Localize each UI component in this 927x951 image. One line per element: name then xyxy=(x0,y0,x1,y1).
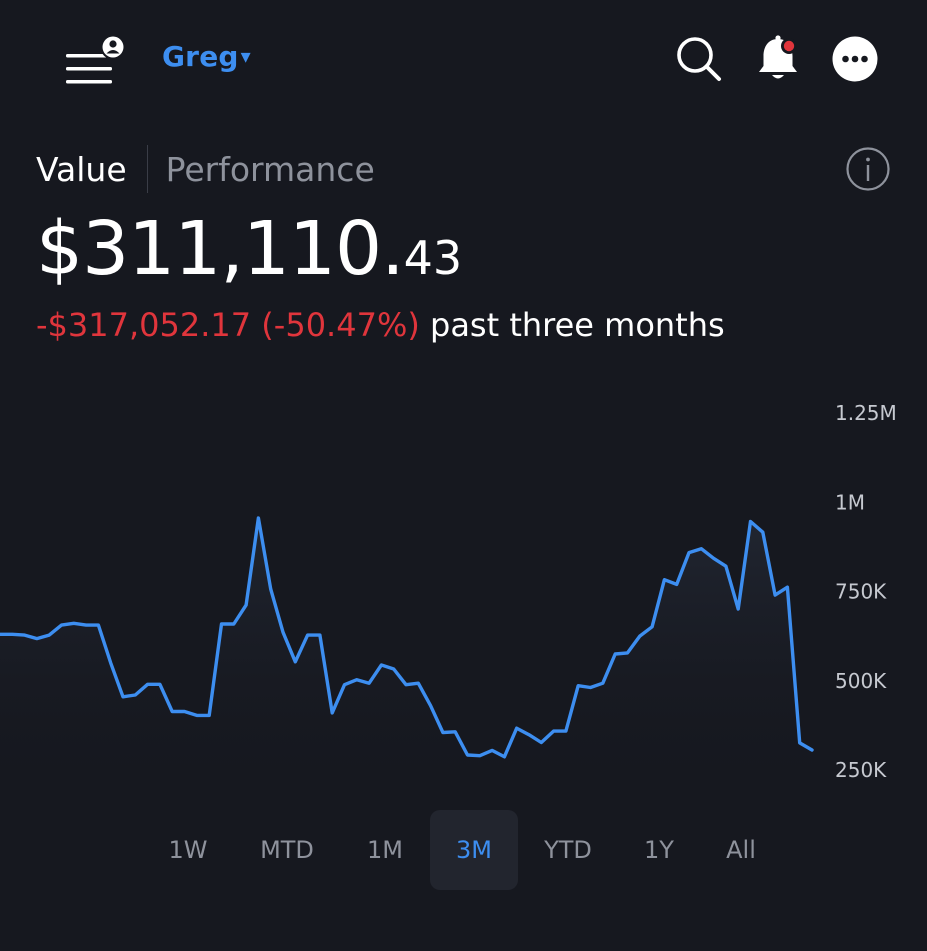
search-button[interactable] xyxy=(674,34,724,84)
account-name: Greg xyxy=(162,40,239,73)
tab-performance[interactable]: Performance xyxy=(165,149,375,189)
search-icon xyxy=(677,37,721,81)
info-icon xyxy=(846,147,890,191)
more-icon xyxy=(832,36,878,82)
range-option-mtd[interactable]: MTD xyxy=(260,836,314,864)
value-dollars: $311,110. xyxy=(36,206,405,292)
notification-dot xyxy=(783,40,795,52)
y-tick-label: 250K xyxy=(835,758,887,782)
range-option-1w[interactable]: 1W xyxy=(168,836,208,864)
portfolio-value: $311,110. 43 xyxy=(36,206,463,292)
tab-divider xyxy=(146,145,148,193)
y-tick-label: 1.25M xyxy=(835,401,897,425)
range-option-ytd[interactable]: YTD xyxy=(544,836,592,864)
chart-area xyxy=(0,518,812,800)
y-tick-label: 1M xyxy=(835,490,865,514)
menu-profile-icon xyxy=(66,34,126,84)
y-tick-label: 500K xyxy=(835,669,887,693)
info-button[interactable] xyxy=(845,146,891,192)
range-option-1m[interactable]: 1M xyxy=(367,836,403,864)
more-options-button[interactable] xyxy=(832,36,878,82)
view-tabs: Value Performance xyxy=(36,145,375,193)
account-switcher[interactable]: Greg ▾ xyxy=(162,40,251,73)
tab-value[interactable]: Value xyxy=(36,149,127,189)
bell-icon xyxy=(759,35,797,79)
time-range-selector: 1W MTD 1M 3M YTD 1Y All xyxy=(0,810,927,890)
y-tick-label: 750K xyxy=(835,580,887,604)
range-option-all[interactable]: All xyxy=(726,836,756,864)
notifications-button[interactable] xyxy=(754,32,804,86)
chart-line xyxy=(0,516,814,759)
chevron-down-icon: ▾ xyxy=(240,44,251,68)
range-option-1y[interactable]: 1Y xyxy=(644,836,674,864)
value-chart[interactable]: 1.25M 1M 750K 500K 250K xyxy=(0,380,927,800)
value-cents: 43 xyxy=(403,231,463,285)
value-change: -$317,052.17 (-50.47%) past three months xyxy=(36,306,725,344)
change-period: past three months xyxy=(430,306,725,344)
change-amount: -$317,052.17 (-50.47%) xyxy=(36,306,420,344)
range-option-3m[interactable]: 3M xyxy=(430,810,518,890)
menu-profile-button[interactable] xyxy=(62,34,128,90)
